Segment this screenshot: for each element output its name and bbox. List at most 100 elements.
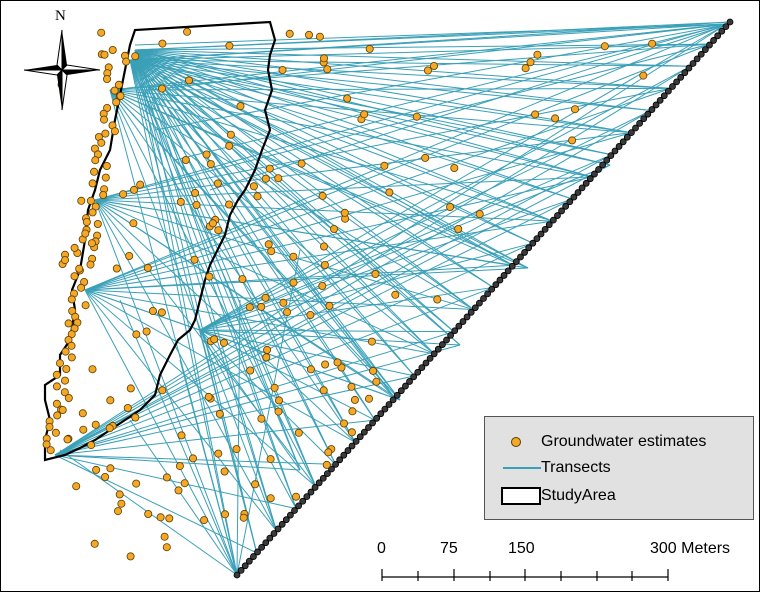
groundwater-estimate-point <box>142 327 151 336</box>
transect-line <box>54 154 612 456</box>
groundwater-estimates-layer <box>42 27 657 561</box>
transect-line <box>134 49 238 576</box>
shoreline-mark <box>414 368 422 376</box>
groundwater-estimate-point <box>454 224 463 233</box>
groundwater-estimate-point <box>385 188 394 197</box>
groundwater-estimate-point <box>214 449 223 458</box>
transect-line <box>199 286 494 331</box>
shoreline-mark <box>287 511 294 519</box>
shoreline-mark <box>471 304 479 312</box>
groundwater-estimate-point <box>116 92 125 101</box>
shoreline-mark <box>250 553 257 560</box>
groundwater-estimate-point <box>421 153 430 162</box>
groundwater-estimate-point <box>320 260 329 269</box>
transect-line <box>94 199 474 311</box>
transect-line <box>54 286 494 456</box>
groundwater-estimate-point <box>184 76 193 85</box>
shoreline-mark <box>291 507 298 514</box>
shoreline-mark <box>681 69 689 77</box>
groundwater-estimate-point <box>110 127 119 136</box>
transect-line <box>84 43 711 291</box>
shoreline-mark <box>504 267 512 275</box>
groundwater-estimate-point <box>79 425 88 434</box>
shoreline-mark <box>603 156 611 164</box>
groundwater-estimate-point <box>274 174 283 183</box>
shoreline-mark <box>266 534 274 542</box>
transect-line <box>129 59 356 443</box>
shoreline-mark <box>554 212 561 219</box>
transect-line <box>109 87 671 91</box>
groundwater-estimate-point <box>423 66 432 75</box>
groundwater-estimate-point <box>131 413 140 422</box>
transect-line <box>84 289 435 355</box>
shoreline-mark <box>652 101 660 109</box>
transect-line <box>129 59 612 156</box>
shoreline-mark <box>521 249 528 256</box>
groundwater-estimate-point <box>162 543 171 552</box>
groundwater-estimate-point <box>239 513 248 522</box>
transect-line <box>84 289 317 487</box>
shoreline-mark <box>340 451 348 459</box>
groundwater-estimate-point <box>188 454 197 463</box>
transect-line <box>84 289 474 311</box>
groundwater-estimate-point <box>62 364 71 373</box>
groundwater-estimate-point <box>274 396 283 405</box>
shoreline-mark <box>352 437 360 445</box>
groundwater-estimate-point <box>158 386 167 395</box>
groundwater-estimate-point <box>279 298 288 307</box>
groundwater-estimate-point <box>174 486 183 495</box>
groundwater-estimate-point <box>87 441 96 450</box>
groundwater-estimate-point <box>156 513 165 522</box>
shoreline-mark <box>656 96 664 104</box>
groundwater-estimate-point <box>90 167 99 176</box>
study-area-box-icon <box>501 487 541 505</box>
groundwater-estimate-point <box>521 64 530 73</box>
shoreline-mark <box>336 456 344 464</box>
shoreline-mark <box>459 318 467 325</box>
groundwater-estimate-point <box>568 136 577 145</box>
transect-line <box>109 43 711 91</box>
transect-line <box>94 199 553 222</box>
shoreline-mark <box>480 295 487 302</box>
transect-line <box>84 23 728 291</box>
groundwater-estimate-point <box>639 71 648 80</box>
shoreline-mark <box>328 465 335 473</box>
groundwater-estimate-point <box>371 269 380 278</box>
groundwater-estimate-point <box>77 283 86 292</box>
shoreline-mark <box>570 193 578 201</box>
groundwater-estimate-point <box>266 455 275 464</box>
groundwater-estimate-point <box>278 66 287 75</box>
groundwater-estimate-point <box>261 174 270 183</box>
groundwater-estimate-point <box>360 110 369 119</box>
shoreline-mark <box>710 37 717 44</box>
shoreline-layer <box>233 18 734 579</box>
transect-line <box>199 329 336 465</box>
transect-line <box>134 23 731 46</box>
groundwater-estimate-point <box>340 208 349 217</box>
groundwater-estimate-point <box>52 370 61 379</box>
groundwater-estimate-point <box>42 440 51 449</box>
transect-line <box>129 59 671 89</box>
groundwater-estimate-point <box>533 50 542 59</box>
estimate-dot-icon <box>511 437 521 447</box>
shoreline-mark <box>566 198 574 206</box>
groundwater-estimate-point <box>58 405 67 414</box>
groundwater-estimate-point <box>86 196 95 205</box>
groundwater-estimate-point <box>114 507 123 516</box>
shoreline-mark <box>533 235 541 242</box>
shoreline-mark <box>467 308 475 316</box>
groundwater-estimate-point <box>110 86 119 95</box>
transect-line <box>84 267 529 291</box>
groundwater-estimate-point <box>220 510 229 519</box>
transect-line <box>199 65 691 331</box>
groundwater-estimate-point <box>117 499 126 508</box>
groundwater-estimate-point <box>348 407 357 416</box>
groundwater-estimate-point <box>249 182 258 191</box>
groundwater-estimate-point <box>192 200 201 209</box>
groundwater-estimate-point <box>225 141 234 150</box>
transect-line <box>84 289 238 576</box>
shoreline-mark <box>718 27 726 35</box>
groundwater-estimate-point <box>46 446 55 455</box>
groundwater-estimate-point <box>321 360 330 369</box>
groundwater-estimate-point <box>251 480 260 489</box>
